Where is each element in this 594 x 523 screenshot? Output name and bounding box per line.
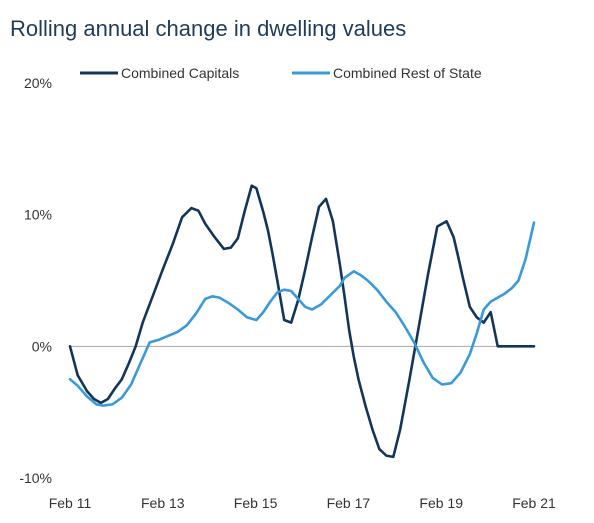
x-tick-label: Feb 15: [234, 495, 278, 511]
y-tick-label: 20%: [24, 75, 52, 91]
x-tick-label: Feb 19: [419, 495, 463, 511]
y-tick-label: 0%: [32, 338, 52, 354]
series-line-combined-capitals: [68, 184, 536, 459]
legend-label-combined-capitals: Combined Capitals: [121, 65, 239, 81]
x-tick-label: Feb 17: [327, 495, 371, 511]
series-line-combined-rest-of-state: [68, 221, 536, 407]
y-tick-label: 10%: [24, 207, 52, 223]
y-tick-label: -10%: [19, 470, 52, 486]
x-axis-ticks: Feb 11 Feb 13 Feb 15 Feb 17 Feb 19 Feb 21: [49, 495, 556, 511]
x-tick-label: Feb 21: [512, 495, 556, 511]
x-tick-label: Feb 13: [141, 495, 185, 511]
x-tick-label: Feb 11: [49, 495, 92, 511]
legend-label-combined-rest-of-state: Combined Rest of State: [333, 65, 482, 81]
chart-title: Rolling annual change in dwelling values: [10, 16, 407, 41]
y-axis-ticks: 20% 10% 0% -10%: [19, 75, 52, 486]
series-lines: [68, 184, 536, 459]
legend: Combined Capitals Combined Rest of State: [80, 65, 482, 81]
